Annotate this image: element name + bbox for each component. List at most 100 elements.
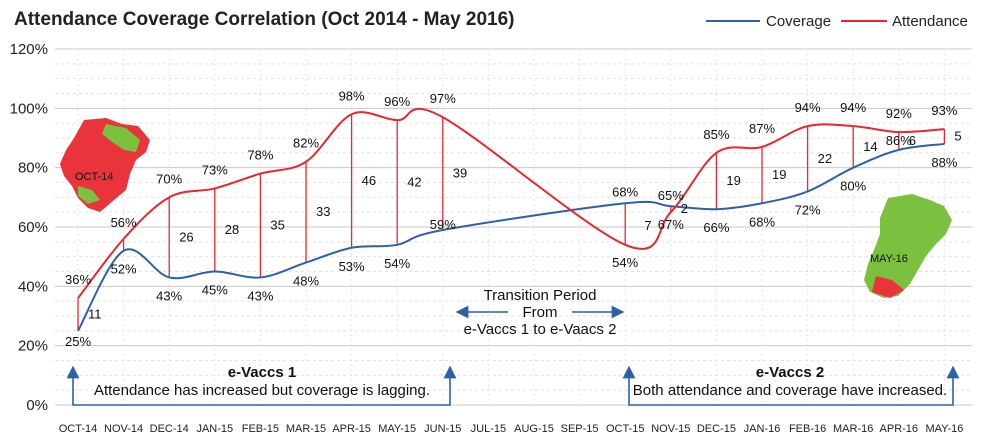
legend-attendance-label: Attendance bbox=[892, 13, 968, 30]
transition-line-1: Transition Period bbox=[484, 287, 597, 304]
coverage-value-label: 88% bbox=[931, 155, 957, 170]
gap-label: 46 bbox=[362, 173, 376, 188]
coverage-value-label: 86% bbox=[886, 133, 912, 148]
attendance-value-label: 94% bbox=[795, 100, 821, 115]
coverage-value-label: 80% bbox=[840, 179, 866, 194]
x-tick-label: JUL-15 bbox=[471, 423, 506, 435]
x-tick-label: MAY-16 bbox=[925, 423, 963, 435]
attendance-value-label: 78% bbox=[247, 148, 273, 163]
coverage-line bbox=[77, 142, 945, 332]
gap-label: 26 bbox=[179, 229, 193, 244]
legend: Coverage Attendance bbox=[706, 13, 968, 30]
x-tick-label: APR-16 bbox=[880, 423, 919, 435]
map-may-16-label: MAY-16 bbox=[870, 253, 908, 265]
gap-label: 22 bbox=[818, 151, 832, 166]
attendance-line bbox=[77, 107, 945, 299]
y-tick-label: 60% bbox=[18, 219, 48, 236]
coverage-value-label: 48% bbox=[293, 274, 319, 289]
attendance-value-label: 85% bbox=[703, 127, 729, 142]
phase1-bracket bbox=[66, 365, 457, 406]
gap-label: 11 bbox=[88, 307, 102, 322]
y-tick-label: 120% bbox=[10, 41, 48, 58]
y-axis: 0% 20% 40% 60% 80% 100% 120% bbox=[10, 41, 48, 414]
gap-label: 19 bbox=[726, 173, 740, 188]
x-tick-label: MAR-15 bbox=[286, 423, 326, 435]
attendance-value-label: 94% bbox=[840, 100, 866, 115]
x-axis: OCT-14 NOV-14 DEC-14 JAN-15 FEB-15 MAR-15 APR-… bbox=[59, 423, 964, 435]
attendance-value-label: 98% bbox=[339, 88, 365, 103]
coverage-value-label: 67% bbox=[658, 217, 684, 232]
x-tick-label: SEP-15 bbox=[561, 423, 599, 435]
gap-lines bbox=[77, 114, 946, 331]
coverage-value-label: 66% bbox=[703, 220, 729, 235]
attendance-value-label: 56% bbox=[111, 215, 137, 230]
gap-label: 2 bbox=[681, 201, 688, 216]
coverage-value-label: 72% bbox=[795, 202, 821, 217]
attendance-value-label: 87% bbox=[749, 121, 775, 136]
transition-line-3: e-Vaccs 1 to e-Vaacs 2 bbox=[464, 321, 617, 338]
gap-label: 39 bbox=[453, 166, 467, 181]
attendance-value-label: 92% bbox=[886, 106, 912, 121]
x-tick-label: NOV-15 bbox=[651, 423, 690, 435]
x-tick-label: DEC-15 bbox=[697, 423, 736, 435]
gap-label: 28 bbox=[225, 222, 239, 237]
map-may-16-red-patch bbox=[872, 276, 904, 298]
attendance-value-label: 54% bbox=[612, 255, 638, 270]
attendance-value-label: 82% bbox=[293, 136, 319, 151]
x-tick-label: FEB-15 bbox=[242, 423, 279, 435]
transition-annotation: Transition Period From e-Vaccs 1 to e-Va… bbox=[455, 287, 625, 338]
map-oct-14-green-patch-2 bbox=[78, 186, 100, 204]
x-tick-label: MAR-16 bbox=[833, 423, 873, 435]
gap-label: 33 bbox=[316, 204, 330, 219]
coverage-value-label: 54% bbox=[384, 256, 410, 271]
coverage-value-label: 53% bbox=[339, 259, 365, 274]
x-tick-label: JAN-16 bbox=[744, 423, 781, 435]
x-tick-label: NOV-14 bbox=[104, 423, 143, 435]
map-may-16-shape bbox=[864, 194, 952, 298]
coverage-value-label: 68% bbox=[612, 184, 638, 199]
phase1-title: e-Vaccs 1 bbox=[228, 364, 296, 381]
gap-label: 5 bbox=[954, 129, 961, 144]
phase2-text: Both attendance and coverage have increa… bbox=[633, 382, 947, 399]
gap-label: 42 bbox=[407, 175, 421, 190]
coverage-value-label: 43% bbox=[156, 288, 182, 303]
attendance-value-label: 65% bbox=[658, 188, 684, 203]
transition-line-2: From bbox=[523, 304, 558, 321]
phase2-bracket bbox=[622, 365, 960, 406]
phase2-title: e-Vaccs 2 bbox=[756, 364, 824, 381]
gap-label: 6 bbox=[909, 133, 916, 148]
x-tick-label: OCT-14 bbox=[59, 423, 98, 435]
y-tick-label: 20% bbox=[18, 338, 48, 355]
x-tick-label: JAN-15 bbox=[196, 423, 233, 435]
map-oct-14-green-patch bbox=[102, 124, 140, 152]
y-tick-label: 40% bbox=[18, 278, 48, 295]
attendance-value-label: 70% bbox=[156, 171, 182, 186]
y-tick-label: 100% bbox=[10, 100, 48, 117]
attendance-value-label: 73% bbox=[202, 162, 228, 177]
x-tick-label: DEC-14 bbox=[150, 423, 189, 435]
gap-label: 14 bbox=[863, 139, 877, 154]
chart-title: Attendance Coverage Correlation (Oct 201… bbox=[14, 9, 515, 30]
legend-coverage-label: Coverage bbox=[766, 13, 831, 30]
y-tick-label: 0% bbox=[26, 397, 48, 414]
coverage-value-label: 68% bbox=[749, 214, 775, 229]
attendance-value-label: 36% bbox=[65, 272, 91, 287]
map-oct-14-label: OCT-14 bbox=[75, 171, 114, 183]
coverage-value-label: 59% bbox=[430, 217, 456, 232]
coverage-value-label: 25% bbox=[65, 334, 91, 349]
x-tick-label: APR-15 bbox=[332, 423, 371, 435]
phase1-annotation: e-Vaccs 1 Attendance has increased but c… bbox=[66, 364, 457, 406]
phase2-annotation: e-Vaccs 2 Both attendance and coverage h… bbox=[622, 364, 960, 406]
coverage-value-label: 45% bbox=[202, 283, 228, 298]
coverage-value-label: 52% bbox=[111, 262, 137, 277]
attendance-value-label: 97% bbox=[430, 91, 456, 106]
x-tick-label: AUG-15 bbox=[514, 423, 554, 435]
x-tick-label: JUN-15 bbox=[424, 423, 461, 435]
gap-label: 7 bbox=[644, 218, 651, 233]
attendance-value-label: 96% bbox=[384, 94, 410, 109]
coverage-value-label: 43% bbox=[247, 288, 273, 303]
x-tick-label: OCT-15 bbox=[606, 423, 645, 435]
data-labels: 11 26 28 35 33 46 42 39 2 19 19 22 14 6 5 7 25% 52% 43% 45%… bbox=[65, 88, 962, 349]
x-tick-label: MAY-15 bbox=[378, 423, 416, 435]
attendance-value-label: 93% bbox=[931, 103, 957, 118]
